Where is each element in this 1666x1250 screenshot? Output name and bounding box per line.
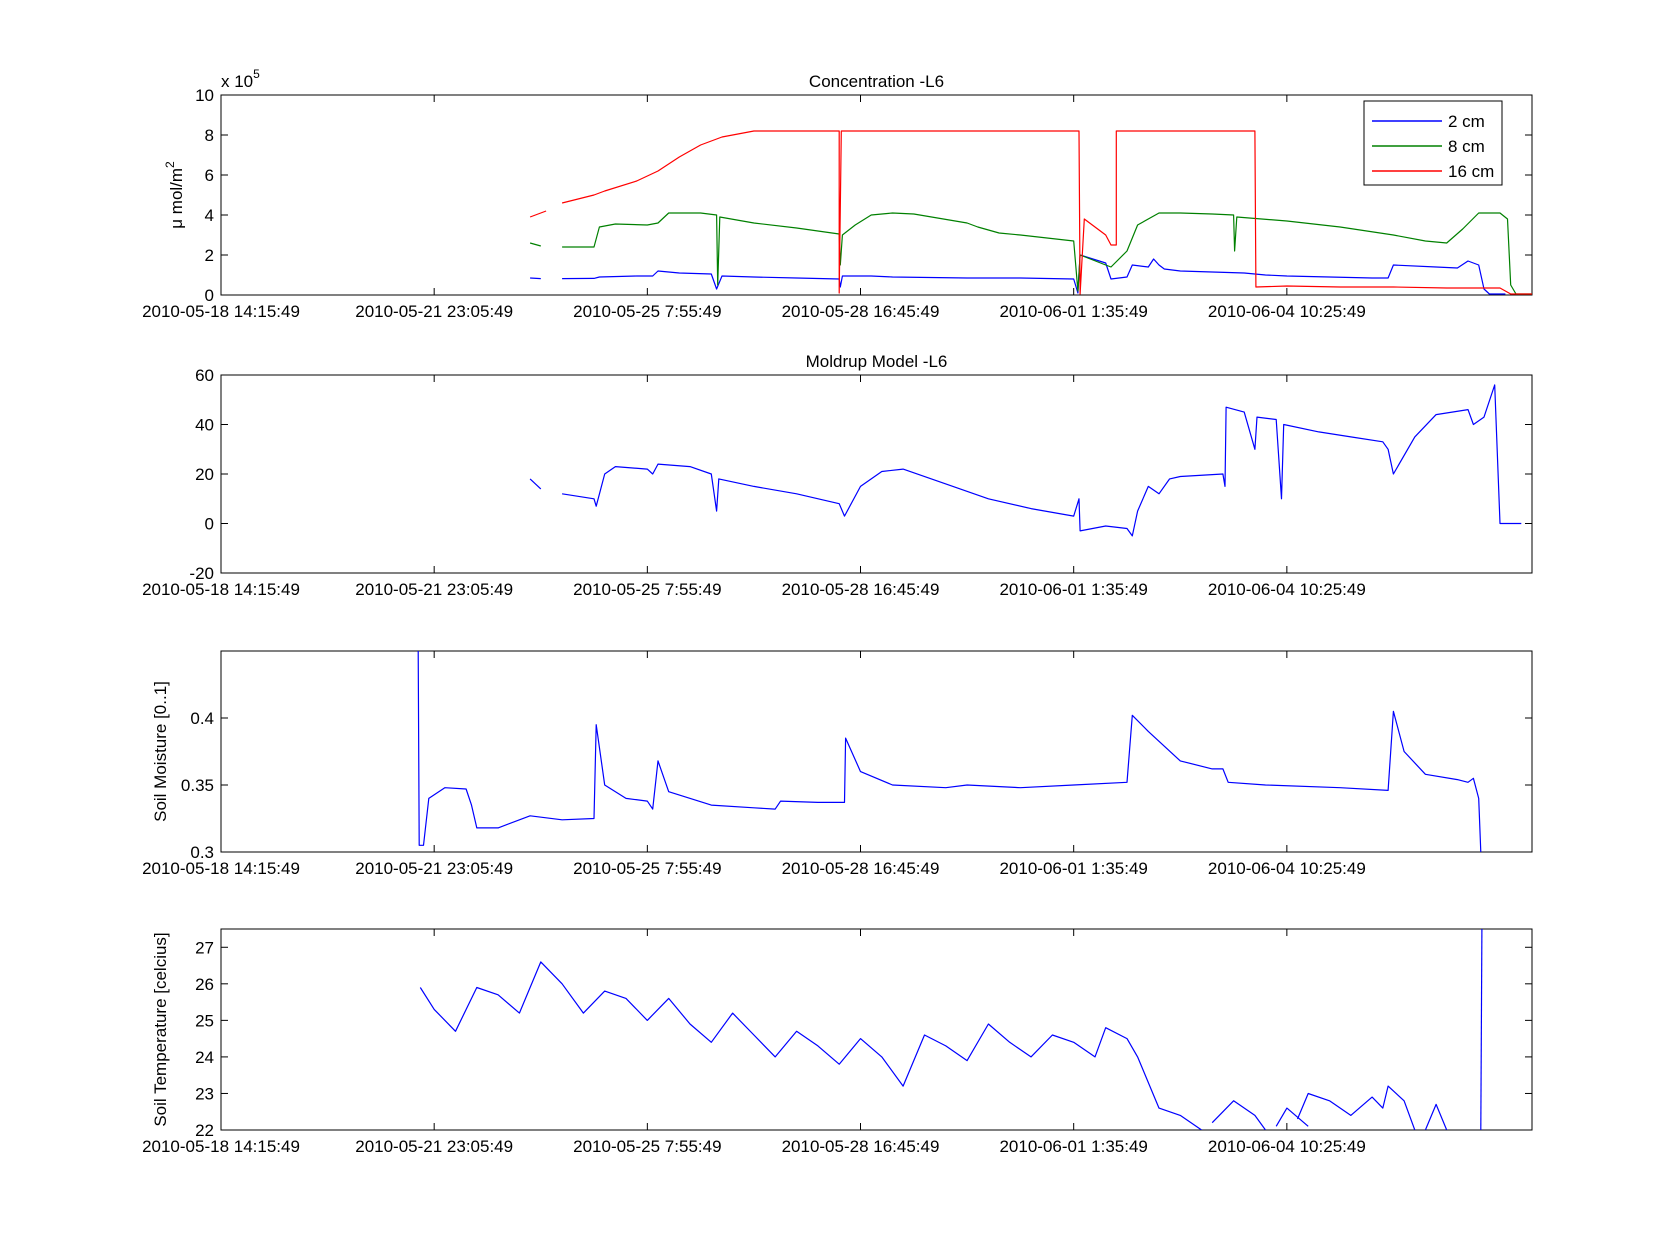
y-axis-label: Soil Moisture [0..1] [151,681,170,822]
series-2-cm [530,254,1506,295]
series-16-cm [529,130,1532,295]
y-tick-label: 10 [195,86,214,105]
x-tick-label: 2010-05-28 16:45:49 [782,1137,940,1156]
x-tick-label: 2010-05-18 14:15:49 [142,580,300,599]
chart-title: Moldrup Model -L6 [806,352,948,371]
y-tick-label: 6 [205,166,214,185]
y-tick-label: 27 [195,938,214,957]
y-tick-label: 40 [195,416,214,435]
chart-3: 2010-05-18 14:15:49 2010-05-21 23:05:49 20… [142,650,1533,878]
y-tick-label: 0.3 [190,843,214,862]
x-tick-label: 2010-06-01 1:35:49 [999,859,1147,878]
y-tick-label: 24 [195,1048,214,1067]
legend-entry: 8 cm [1448,137,1485,156]
x-tick-label: 2010-05-18 14:15:49 [142,1137,300,1156]
x-tick-label: 2010-05-25 7:55:49 [573,580,721,599]
x-tick-label: 2010-05-28 16:45:49 [782,302,940,321]
y-axis-label: Soil Temperature [celcius] [151,932,170,1126]
x-tick-label: 2010-06-04 10:25:49 [1208,302,1366,321]
x-tick-label: 2010-05-21 23:05:49 [355,302,513,321]
chart-4: 2010-05-18 14:15:49 2010-05-21 23:05:49 20… [142,928,1533,1156]
y-tick-label: 8 [205,126,214,145]
x-tick-label: 2010-06-04 10:25:49 [1208,1137,1366,1156]
plot-frame [220,650,1533,853]
series-1 [419,929,1483,1130]
x-tick-label: 2010-05-21 23:05:49 [355,1137,513,1156]
y-tick-label: 4 [205,206,214,225]
series-line [529,242,541,247]
x-tick-label: 2010-05-21 23:05:49 [355,580,513,599]
series-line [562,254,1506,295]
plot-frame [220,928,1533,1131]
series-line [419,961,1202,1130]
series-8-cm [529,212,1532,295]
y-tick-label: 0.4 [190,709,214,728]
y-tick-label: 60 [195,366,214,385]
x-tick-label: 2010-06-04 10:25:49 [1208,580,1366,599]
y-exponent-label: x 105 [221,67,260,91]
series-1 [529,384,1522,537]
series-line [1480,929,1483,1130]
x-tick-label: 2010-06-01 1:35:49 [999,1137,1147,1156]
y-tick-label: -20 [189,564,214,583]
y-axis-label-sup: 2 [163,161,177,168]
y-axis-label-text: μ mol/m [167,168,186,229]
series-line [562,384,1522,537]
x-tick-label: 2010-05-18 14:15:49 [142,302,300,321]
y-tick-label: 2 [205,246,214,265]
chart-1: 2010-05-18 14:15:49 2010-05-21 23:05:49 20… [142,67,1533,321]
plot-frame [220,94,1533,296]
series-line [1424,1103,1448,1130]
x-tick-label: 2010-05-28 16:45:49 [782,859,940,878]
series-line [1296,1085,1416,1130]
x-tick-label: 2010-05-25 7:55:49 [573,302,721,321]
y-tick-label: 25 [195,1011,214,1030]
series-line [529,478,542,490]
y-tick-label: 0 [205,515,214,534]
series-line [1211,1100,1266,1130]
x-tick-label: 2010-06-01 1:35:49 [999,580,1147,599]
x-tick-label: 2010-05-18 14:15:49 [142,859,300,878]
x-tick-label: 2010-06-04 10:25:49 [1208,859,1366,878]
chart-title: Concentration -L6 [809,72,944,91]
y-tick-label: 23 [195,1084,214,1103]
x-tick-label: 2010-05-25 7:55:49 [573,859,721,878]
series-line [562,212,1532,295]
y-tick-label: 0.35 [181,776,214,795]
y-tick-label: 0 [205,286,214,305]
x-tick-label: 2010-05-25 7:55:49 [573,1137,721,1156]
series-line [1275,1107,1309,1127]
x-tick-label: 2010-06-01 1:35:49 [999,302,1147,321]
series-line [417,651,1482,852]
legend-entry: 16 cm [1448,162,1494,181]
series-line [561,130,1532,295]
y-exponent-power: 5 [253,67,260,81]
chart-2: 2010-05-18 14:15:49 2010-05-21 23:05:49 20… [142,352,1533,599]
series-line [530,277,541,280]
y-tick-label: 22 [195,1121,214,1140]
x-tick-label: 2010-05-21 23:05:49 [355,859,513,878]
legend-entry: 2 cm [1448,112,1485,131]
y-tick-label: 26 [195,975,214,994]
series-line [529,210,547,218]
y-axis-label: μ mol/m2 [163,161,186,229]
y-exponent-base: x 10 [221,72,253,91]
legend: 2 cm 8 cm 16 cm [1363,100,1503,186]
y-tick-label: 20 [195,465,214,484]
series-1 [417,651,1482,852]
x-tick-label: 2010-05-28 16:45:49 [782,580,940,599]
